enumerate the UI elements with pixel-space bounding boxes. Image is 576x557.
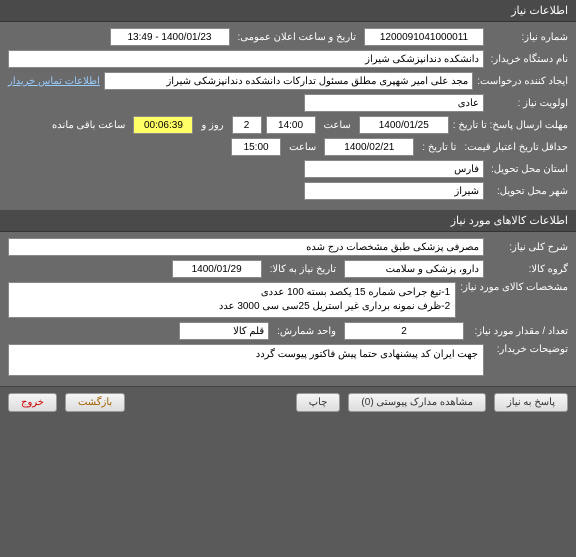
- province-field: فارس: [304, 160, 484, 178]
- city-label: شهر محل تحویل:: [488, 186, 568, 197]
- unit-field: قلم کالا: [179, 322, 269, 340]
- spec-label: مشخصات کالای مورد نیاز:: [460, 282, 568, 293]
- credit-time-field: 15:00: [231, 138, 281, 156]
- credit-label: حداقل تاریخ اعتبار قیمت:: [464, 142, 568, 153]
- button-bar: پاسخ به نیاز مشاهده مدارک پیوستی (0) چاپ…: [0, 386, 576, 418]
- need-date-label: تاریخ نیاز به کالا:: [266, 264, 340, 275]
- days-label: روز و: [197, 120, 227, 131]
- notes-field: جهت ایران کد پیشنهادی حتما پیش فاکتور پی…: [8, 344, 484, 376]
- section1-header: اطلاعات نیاز: [0, 0, 576, 22]
- creator-label: ایجاد کننده درخواست:: [477, 76, 568, 87]
- qty-field: 2: [344, 322, 464, 340]
- contact-link[interactable]: اطلاعات تماس خریدار: [8, 76, 100, 87]
- province-label: استان محل تحویل:: [488, 164, 568, 175]
- need-no-field: 1200091041000011: [364, 28, 484, 46]
- time-label-1: ساعت: [320, 120, 355, 131]
- timer-label: ساعت باقی مانده: [48, 120, 129, 131]
- days-field: 2: [232, 116, 262, 134]
- print-button[interactable]: چاپ: [296, 393, 341, 412]
- qty-label: تعداد / مقدار مورد نیاز:: [468, 326, 568, 337]
- deadline-label: مهلت ارسال پاسخ: تا تاریخ :: [453, 120, 568, 131]
- section2-body: شرح کلی نیاز: مصرفی پزشکی طبق مشخصات درج…: [0, 232, 576, 386]
- creator-field: مجد علی امیر شهپری مطلق مسئول تدارکات دا…: [104, 72, 473, 90]
- need-date-field: 1400/01/29: [172, 260, 262, 278]
- group-field: دارو، پزشکی و سلامت: [344, 260, 484, 278]
- desc-field: مصرفی پزشکی طبق مشخصات درج شده: [8, 238, 484, 256]
- deadline-time-field: 14:00: [266, 116, 316, 134]
- buyer-field: دانشکده دندانپزشکی شیراز: [8, 50, 484, 68]
- notes-label: توضیحات خریدار:: [488, 344, 568, 355]
- time-label-2: ساعت: [285, 142, 320, 153]
- priority-label: اولویت نیاز :: [488, 98, 568, 109]
- public-time-label: تاریخ و ساعت اعلان عمومی:: [234, 32, 361, 43]
- back-button[interactable]: بازگشت: [65, 393, 125, 412]
- city-field: شیراز: [304, 182, 484, 200]
- need-no-label: شماره نیاز:: [488, 32, 568, 43]
- buyer-label: نام دستگاه خریدار:: [488, 54, 568, 65]
- exit-button[interactable]: خروج: [8, 393, 57, 412]
- respond-button[interactable]: پاسخ به نیاز: [494, 393, 568, 412]
- timer-field: 00:06:39: [133, 116, 193, 134]
- attachments-button[interactable]: مشاهده مدارک پیوستی (0): [348, 393, 486, 412]
- section1-body: شماره نیاز: 1200091041000011 تاریخ و ساع…: [0, 22, 576, 210]
- public-time-field: 1400/01/23 - 13:49: [110, 28, 230, 46]
- group-label: گروه کالا:: [488, 264, 568, 275]
- credit-date-field: 1400/02/21: [324, 138, 414, 156]
- section2-header: اطلاعات کالاهای مورد نیاز: [0, 210, 576, 232]
- priority-field: عادی: [304, 94, 484, 112]
- spec-field: 1-تیغ جراحی شماره 15 یکصد بسته 100 عددی …: [8, 282, 456, 318]
- deadline-date-field: 1400/01/25: [359, 116, 449, 134]
- unit-label: واحد شمارش:: [273, 326, 340, 337]
- desc-label: شرح کلی نیاز:: [488, 242, 568, 253]
- credit-to-label: تا تاریخ :: [418, 142, 460, 153]
